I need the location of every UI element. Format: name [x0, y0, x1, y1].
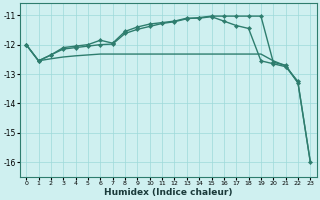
X-axis label: Humidex (Indice chaleur): Humidex (Indice chaleur) — [104, 188, 233, 197]
